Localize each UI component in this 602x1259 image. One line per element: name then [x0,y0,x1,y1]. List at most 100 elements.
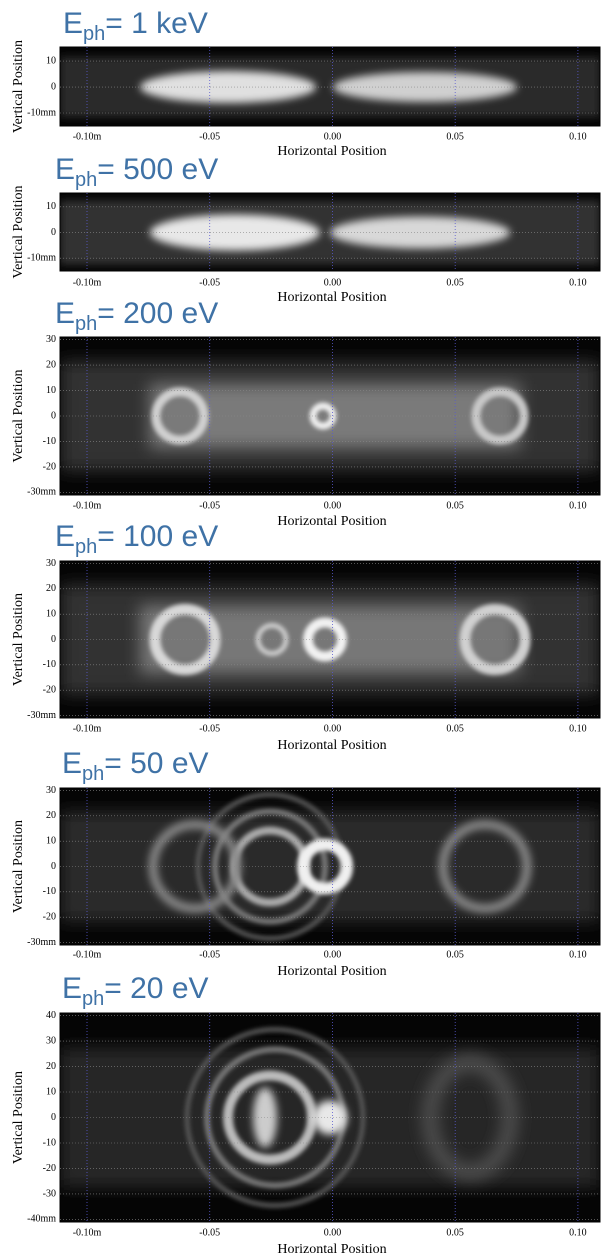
y-tick-label: -10mm [27,252,56,263]
x-tick-label: 0.00 [324,500,342,511]
y-tick-label: -20 [43,1163,56,1174]
y-tick-label: 20 [46,583,56,594]
y-tick-label: 30 [46,334,56,345]
title-part: ph [75,169,97,191]
y-tick-label: 30 [46,558,56,569]
intensity-feature [149,604,221,675]
intensity-image [60,47,600,126]
y-tick-label: 40 [46,1010,56,1021]
y-tick-label: 20 [46,1061,56,1072]
y-axis-label: Vertical Position [11,40,26,133]
x-tick-label: 0.05 [446,277,464,288]
y-tick-label: -30 [43,1188,56,1199]
x-tick-label: -0.05 [199,131,220,142]
y-tick-label: 10 [46,385,56,396]
title-part: E [63,7,83,40]
x-tick-label: 0.10 [569,949,587,960]
y-tick-label: 0 [51,1112,56,1123]
panel-title: Eph= 1 keV [63,7,208,45]
intensity-feature [333,72,517,103]
y-tick-label: -30mm [27,710,56,721]
x-tick-label: 0.00 [324,723,342,734]
y-tick-label: 0 [51,410,56,421]
y-tick-label: 0 [51,81,56,92]
x-tick-label: -0.05 [199,949,220,960]
y-tick-label: 30 [46,1035,56,1046]
intensity-feature [438,820,532,913]
intensity-image [60,193,600,271]
y-axis-label: Vertical Position [11,186,26,279]
x-axis-label: Horizontal Position [277,514,386,529]
x-tick-label: 0.05 [446,131,464,142]
x-axis-label: Horizontal Position [277,290,386,305]
y-tick-label: 20 [46,810,56,821]
plot-frame [59,46,601,127]
title-part: = 500 eV [97,153,218,186]
y-tick-label: 10 [46,608,56,619]
y-tick-label: -40mm [27,1214,56,1225]
x-tick-label: -0.10m [73,277,102,288]
y-axis-label: Vertical Position [11,370,26,463]
x-axis-label: Horizontal Position [277,964,386,979]
x-tick-label: 0.10 [569,131,587,142]
title-part: E [55,520,75,553]
y-tick-label: -30mm [27,937,56,948]
title-part: ph [75,313,97,335]
plot-frame [59,192,601,272]
x-tick-label: -0.05 [199,500,220,511]
x-tick-label: 0.05 [446,949,464,960]
y-axis-label: Vertical Position [11,820,26,913]
y-tick-label: -10mm [27,107,56,118]
panel-title: Eph= 100 eV [55,520,218,558]
x-tick-label: 0.10 [569,1227,587,1238]
y-tick-label: 10 [46,55,56,66]
x-tick-label: 0.10 [569,723,587,734]
y-tick-label: 20 [46,359,56,370]
y-tick-label: 0 [51,634,56,645]
y-tick-label: -20 [43,684,56,695]
y-tick-label: 0 [51,227,56,238]
x-tick-label: 0.05 [446,500,464,511]
y-tick-label: -10 [43,659,56,670]
title-part: = 50 eV [104,747,208,780]
panel-title: Eph= 50 eV [62,747,209,785]
y-tick-label: -10 [43,1137,56,1148]
y-tick-label: 10 [46,1086,56,1097]
x-tick-label: -0.05 [199,723,220,734]
x-tick-label: 0.05 [446,1227,464,1238]
panel-title: Eph= 500 eV [55,153,218,191]
title-part: ph [82,763,104,785]
y-tick-label: -30mm [27,487,56,498]
y-tick-label: 10 [46,201,56,212]
x-tick-label: -0.10m [73,949,102,960]
intensity-feature [471,387,529,445]
y-tick-label: -10 [43,886,56,897]
x-tick-label: -0.10m [73,723,102,734]
title-part: = 200 eV [97,297,218,330]
x-axis-label: Horizontal Position [277,738,386,753]
title-part: = 100 eV [97,520,218,553]
y-tick-label: 10 [46,835,56,846]
x-tick-label: -0.05 [199,1227,220,1238]
title-part: ph [75,536,97,558]
x-tick-label: -0.10m [73,500,102,511]
panel-title: Eph= 20 eV [62,972,209,1010]
y-tick-label: 0 [51,861,56,872]
panel-title: Eph= 200 eV [55,297,218,335]
x-axis-label: Horizontal Position [277,144,386,159]
y-axis-label: Vertical Position [11,593,26,686]
x-tick-label: -0.10m [73,131,102,142]
x-tick-label: 0.10 [569,500,587,511]
x-tick-label: 0.00 [324,1227,342,1238]
x-tick-label: 0.00 [324,277,342,288]
title-part: E [62,747,82,780]
title-part: E [55,297,75,330]
x-tick-label: 0.05 [446,723,464,734]
x-axis-label: Horizontal Position [277,1242,386,1257]
y-tick-label: -20 [43,911,56,922]
title-part: E [55,153,75,186]
title-part: E [62,972,82,1005]
x-tick-label: 0.10 [569,277,587,288]
